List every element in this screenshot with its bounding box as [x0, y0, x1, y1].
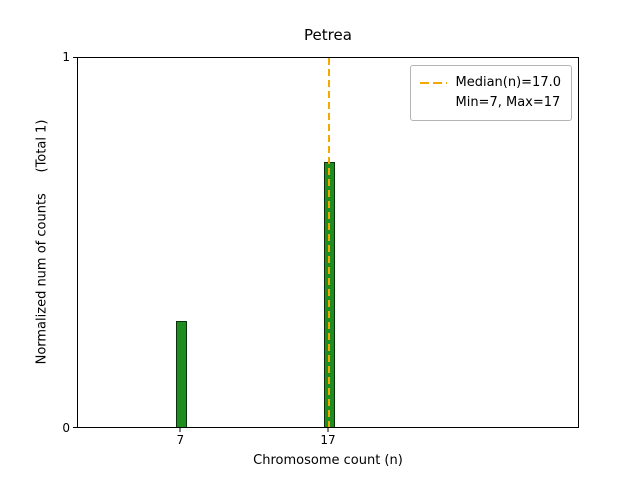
y-tick-mark-1 — [73, 57, 77, 58]
y-tick-label-1: 1 — [62, 50, 70, 64]
x-tick-mark-7 — [179, 428, 181, 432]
x-tick-mark-17 — [327, 428, 329, 432]
median-dashed-line-icon — [420, 82, 448, 85]
median-line — [328, 58, 330, 427]
plot-area: Median(n)=17.0 Min=7, Max=17 — [77, 57, 579, 428]
legend-entry-median: Median(n)=17.0 — [420, 73, 561, 93]
legend-label-minmax: Min=7, Max=17 — [455, 95, 561, 111]
chart-title: Petrea — [304, 26, 352, 44]
x-tick-label-17: 17 — [320, 433, 336, 447]
legend-entry-minmax: Min=7, Max=17 — [420, 93, 561, 113]
y-tick-label-0: 0 — [62, 421, 70, 435]
y-tick-mark-0 — [73, 427, 77, 428]
x-tick-label-7: 7 — [176, 433, 185, 447]
legend-spacer — [420, 102, 447, 104]
legend-label-median: Median(n)=17.0 — [455, 75, 561, 90]
legend: Median(n)=17.0 Min=7, Max=17 — [410, 65, 572, 122]
y-axis-label: Normalized num of counts (Total 1) — [34, 119, 50, 365]
x-axis-label: Chromosome count (n) — [253, 453, 403, 468]
bar-count-7 — [175, 320, 187, 427]
